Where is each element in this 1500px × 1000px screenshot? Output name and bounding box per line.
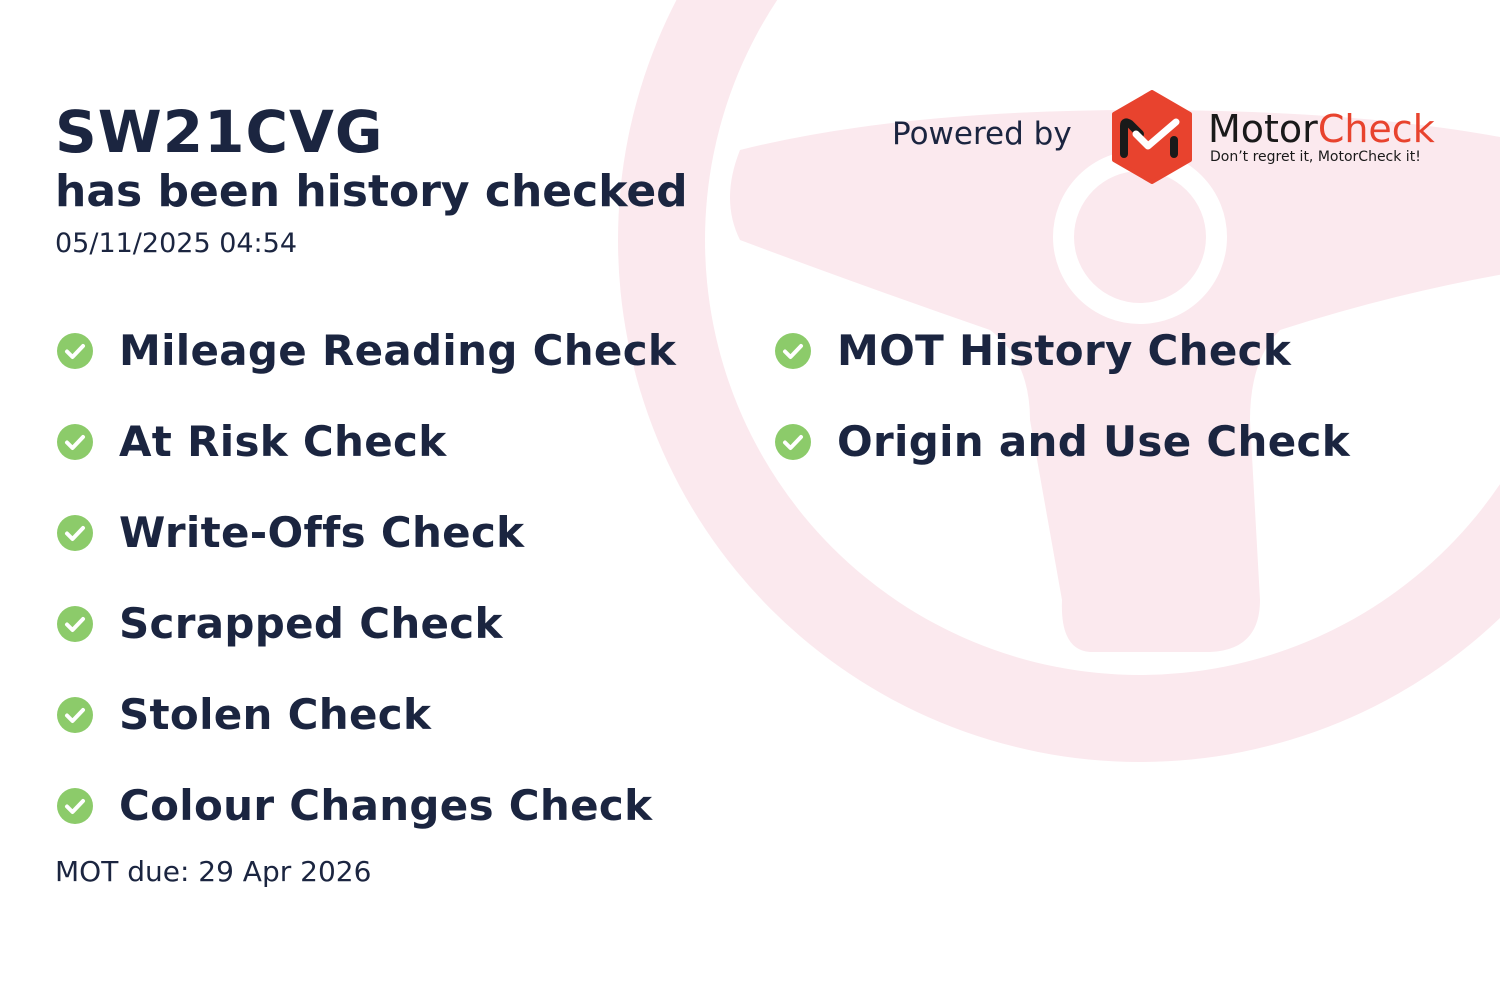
check-circle-icon — [775, 332, 811, 369]
check-item: Stolen Check — [57, 669, 676, 760]
mot-due-date: MOT due: 29 Apr 2026 — [55, 855, 372, 888]
check-label: Scrapped Check — [119, 599, 503, 648]
check-circle-icon — [57, 332, 93, 369]
check-item: Origin and Use Check — [775, 396, 1350, 487]
brand-name-part2: Check — [1317, 107, 1435, 151]
check-item: Mileage Reading Check — [57, 305, 676, 396]
check-item: Scrapped Check — [57, 578, 676, 669]
checks-list-left: Mileage Reading Check At Risk Check Writ… — [57, 305, 676, 851]
checks-list-right: MOT History Check Origin and Use Check — [775, 305, 1350, 487]
check-label: Write-Offs Check — [119, 508, 525, 557]
check-circle-icon — [57, 605, 93, 642]
brand-name-part1: Motor — [1208, 107, 1318, 151]
status-text: has been history checked — [55, 166, 688, 217]
check-label: Stolen Check — [119, 690, 432, 739]
check-label: Colour Changes Check — [119, 781, 653, 830]
check-item: Write-Offs Check — [57, 487, 676, 578]
check-item: MOT History Check — [775, 305, 1350, 396]
motorcheck-logo: MotorCheck Don’t regret it, MotorCheck i… — [1110, 90, 1435, 184]
vehicle-registration: SW21CVG — [55, 98, 384, 166]
brand-name: MotorCheck — [1208, 109, 1435, 149]
check-item: At Risk Check — [57, 396, 676, 487]
brand-tagline: Don’t regret it, MotorCheck it! — [1210, 149, 1421, 165]
motorcheck-hexagon-icon — [1112, 90, 1192, 184]
check-circle-icon — [57, 423, 93, 460]
check-circle-icon — [57, 696, 93, 733]
check-label: Mileage Reading Check — [119, 326, 677, 375]
check-label: MOT History Check — [837, 326, 1292, 375]
powered-by-label: Powered by — [892, 116, 1072, 152]
checked-timestamp: 05/11/2025 04:54 — [55, 228, 298, 259]
check-item: Colour Changes Check — [57, 760, 676, 851]
check-circle-icon — [57, 514, 93, 551]
check-circle-icon — [57, 787, 93, 824]
check-label: Origin and Use Check — [837, 417, 1350, 466]
check-label: At Risk Check — [119, 417, 447, 466]
check-circle-icon — [775, 423, 811, 460]
